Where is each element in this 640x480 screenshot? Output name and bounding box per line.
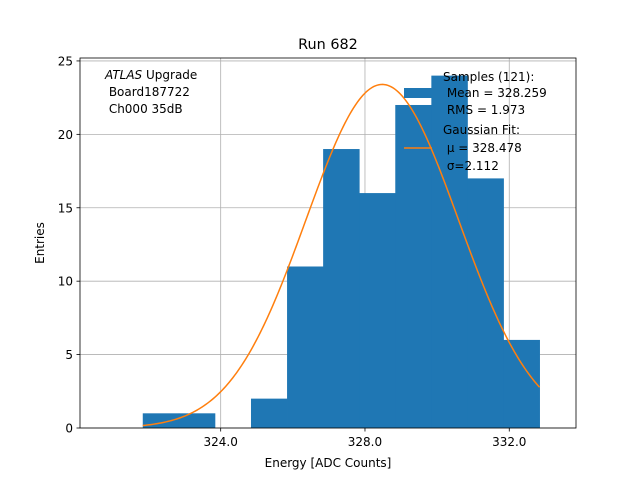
legend-fit-sigma: σ=2.112 — [443, 159, 499, 173]
gaussian-fit-curve — [142, 83, 541, 427]
histogram-bar — [250, 398, 288, 428]
histogram-bar — [178, 413, 216, 428]
x-tick-label: 332.0 — [492, 435, 526, 449]
plot-frame — [79, 57, 577, 429]
y-tick-label: 0 — [65, 422, 73, 436]
histogram-bars — [142, 75, 540, 429]
histogram-bar — [359, 193, 396, 428]
run-annotation: ATLAS Upgrade Board187722 Ch000 35dB — [104, 68, 197, 116]
axis-ticks: 324.0 328.0 332.0 0 5 10 15 20 25 — [58, 54, 527, 449]
x-tick-label: 324.0 — [204, 435, 238, 449]
y-tick-label: 25 — [58, 54, 73, 68]
experiment-name: ATLAS — [104, 68, 143, 82]
legend-samples-title: Samples (121): — [443, 70, 534, 84]
histogram-bar — [395, 104, 432, 428]
channel-label: Ch000 35dB — [105, 102, 183, 116]
histogram-bar — [467, 178, 504, 428]
y-tick-label: 10 — [58, 275, 73, 289]
y-tick-label: 20 — [58, 128, 73, 142]
y-axis-label: Entries — [33, 222, 47, 264]
x-tick-label: 328.0 — [348, 435, 382, 449]
legend: Samples (121): Mean = 328.259 RMS = 1.97… — [404, 70, 547, 173]
legend-samples-swatch — [404, 88, 432, 98]
y-tick-label: 15 — [58, 201, 73, 215]
histogram-bar — [142, 413, 180, 428]
chart-title: Run 682 — [298, 37, 358, 53]
x-axis-label: Energy [ADC Counts] — [265, 456, 392, 470]
experiment-suffix: Upgrade — [142, 68, 197, 82]
y-tick-label: 5 — [65, 348, 73, 362]
gaussian-fit — [142, 83, 541, 427]
histogram-bar — [431, 75, 468, 428]
histogram-bar — [503, 339, 540, 428]
board-label: Board187722 — [105, 85, 190, 99]
histogram-bar — [323, 149, 360, 429]
legend-samples-mean: Mean = 328.259 — [443, 86, 547, 100]
legend-fit-mu: μ = 328.478 — [443, 141, 522, 155]
experiment-label: ATLAS Upgrade — [104, 68, 197, 82]
legend-samples-rms: RMS = 1.973 — [443, 103, 525, 117]
histogram-bar — [287, 266, 324, 428]
legend-fit-title: Gaussian Fit: — [443, 123, 520, 137]
